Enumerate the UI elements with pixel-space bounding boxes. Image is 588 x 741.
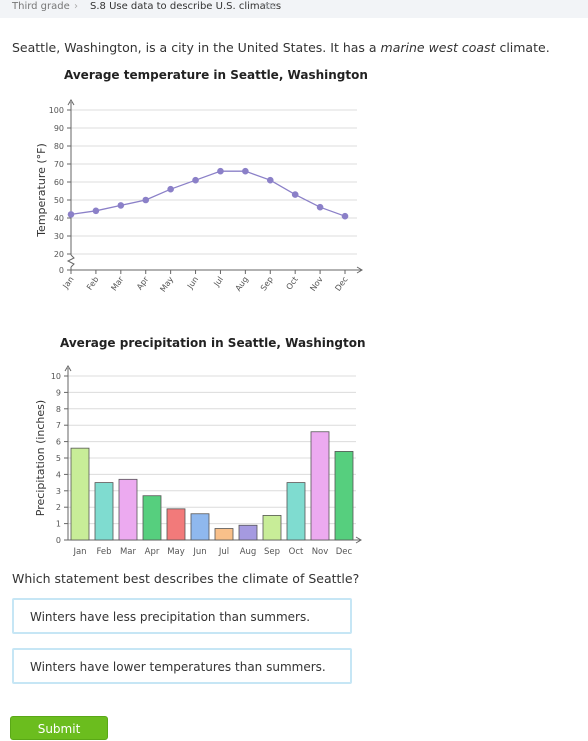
y-tick-label: 70 bbox=[54, 160, 64, 169]
x-tick-label: Feb bbox=[96, 547, 111, 557]
temperature-line bbox=[70, 170, 346, 217]
y-tick-label: 0 bbox=[59, 266, 64, 275]
x-tick-label: May bbox=[167, 547, 185, 557]
question-text: Which statement best describes the clima… bbox=[12, 571, 360, 586]
data-point bbox=[117, 202, 125, 209]
y-axis-label: Temperature (°F) bbox=[35, 143, 48, 238]
x-tick-label: Jun bbox=[192, 547, 206, 557]
y-tick-label: 2 bbox=[56, 503, 61, 512]
y-tick-label: 80 bbox=[54, 142, 64, 151]
y-tick-label: 60 bbox=[54, 178, 64, 187]
precipitation-bar bbox=[142, 495, 162, 541]
x-tick-label: Jan bbox=[61, 275, 76, 291]
y-tick-label: 40 bbox=[54, 214, 64, 223]
temperature-chart-title: Average temperature in Seattle, Washingt… bbox=[64, 68, 368, 82]
precipitation-bar bbox=[334, 451, 354, 541]
data-point bbox=[316, 203, 324, 211]
x-tick-label: Apr bbox=[135, 274, 151, 291]
precipitation-bar bbox=[214, 528, 234, 541]
data-point bbox=[217, 167, 224, 175]
precipitation-bar bbox=[190, 513, 210, 541]
x-tick-label: Nov bbox=[308, 275, 324, 293]
data-point bbox=[92, 207, 100, 215]
x-tick-label: Jul bbox=[218, 547, 229, 557]
data-point bbox=[142, 196, 150, 204]
x-tick-label: Aug bbox=[234, 275, 250, 293]
y-tick-label: 30 bbox=[54, 232, 64, 241]
question-intro: Seattle, Washington, is a city in the Un… bbox=[12, 40, 550, 55]
x-tick-label: Aug bbox=[240, 547, 257, 557]
breadcrumb: Third grade › S.8 Use data to describe U… bbox=[0, 0, 588, 18]
breadcrumb-skill[interactable]: S.8 Use data to describe U.S. climates bbox=[90, 1, 282, 12]
axis-break bbox=[66, 254, 75, 268]
y-tick-label: 100 bbox=[49, 106, 64, 115]
data-point bbox=[192, 176, 199, 184]
x-tick-label: Dec bbox=[336, 547, 353, 557]
precipitation-chart: 0 1 2 3 4 5 6 7 8 9 10 Precipitation (inches) Jan Feb… bbox=[34, 365, 362, 557]
precipitation-bar bbox=[118, 478, 138, 541]
y-axis-arrow bbox=[64, 365, 72, 372]
precipitation-bar bbox=[262, 514, 282, 541]
x-tick-label: Oct bbox=[285, 275, 300, 292]
data-point bbox=[67, 211, 75, 218]
x-axis-arrow bbox=[356, 266, 363, 274]
y-tick-label: 90 bbox=[54, 124, 64, 133]
intro-suffix: climate. bbox=[495, 40, 550, 55]
x-axis-arrow bbox=[355, 536, 362, 544]
x-tick-label: Nov bbox=[312, 547, 329, 557]
temperature-chart: 0 20 30 40 50 60 70 80 90 100 Temperature (°F) Jan F… bbox=[35, 99, 363, 294]
precipitation-bar bbox=[166, 508, 186, 541]
chevron-right-icon: › bbox=[74, 1, 78, 12]
y-axis-label: Precipitation (inches) bbox=[34, 400, 47, 516]
precipitation-bar bbox=[238, 524, 258, 541]
x-tick-label: Feb bbox=[85, 275, 101, 292]
answer-label: Winters have lower temperatures than sum… bbox=[30, 660, 326, 674]
data-point bbox=[242, 167, 249, 175]
answer-option-temperature[interactable]: Winters have lower temperatures than sum… bbox=[12, 648, 352, 684]
precipitation-bar bbox=[286, 482, 306, 541]
data-point bbox=[341, 212, 349, 220]
x-tick-label: Jun bbox=[185, 275, 200, 291]
intro-climate: marine west coast bbox=[380, 40, 496, 55]
submit-button[interactable]: Submit bbox=[10, 716, 108, 740]
precipitation-chart-title: Average precipitation in Seattle, Washin… bbox=[60, 336, 366, 350]
x-tick-label: Oct bbox=[289, 547, 304, 557]
breadcrumb-grade[interactable]: Third grade bbox=[12, 1, 70, 12]
y-tick-label: 6 bbox=[56, 438, 61, 447]
x-tick-label: Jul bbox=[212, 275, 225, 289]
data-point bbox=[291, 191, 299, 198]
x-tick-label: Mar bbox=[120, 547, 137, 557]
x-tick-label: Dec bbox=[333, 275, 349, 293]
y-tick-label: 1 bbox=[56, 520, 61, 529]
y-tick-label: 9 bbox=[56, 388, 61, 397]
answer-label: Winters have less precipitation than sum… bbox=[30, 610, 311, 624]
y-tick-label: 0 bbox=[56, 536, 61, 545]
precipitation-bar bbox=[94, 482, 114, 541]
y-tick-label: 50 bbox=[54, 196, 64, 205]
x-tick-label: Apr bbox=[145, 547, 160, 557]
skill-code: SEI bbox=[264, 2, 277, 11]
x-tick-label: Mar bbox=[109, 274, 125, 292]
data-point bbox=[266, 176, 274, 184]
y-axis-arrow bbox=[67, 99, 75, 106]
y-tick-label: 8 bbox=[56, 405, 61, 414]
data-point bbox=[167, 185, 174, 193]
y-tick-label: 20 bbox=[54, 250, 64, 259]
y-tick-label: 3 bbox=[56, 487, 61, 496]
x-tick-label: Jan bbox=[72, 547, 86, 557]
precipitation-bar bbox=[70, 447, 90, 541]
precipitation-bar bbox=[310, 431, 330, 541]
x-tick-label: May bbox=[158, 275, 175, 294]
x-tick-label: Sep bbox=[259, 275, 275, 293]
intro-prefix: Seattle, Washington, is a city in the Un… bbox=[12, 40, 381, 55]
y-tick-label: 5 bbox=[56, 454, 61, 463]
y-tick-label: 4 bbox=[56, 470, 61, 479]
answer-option-precipitation[interactable]: Winters have less precipitation than sum… bbox=[12, 598, 352, 634]
y-tick-label: 7 bbox=[56, 421, 61, 430]
x-tick-label: Sep bbox=[264, 547, 280, 557]
y-tick-label: 10 bbox=[51, 372, 61, 381]
